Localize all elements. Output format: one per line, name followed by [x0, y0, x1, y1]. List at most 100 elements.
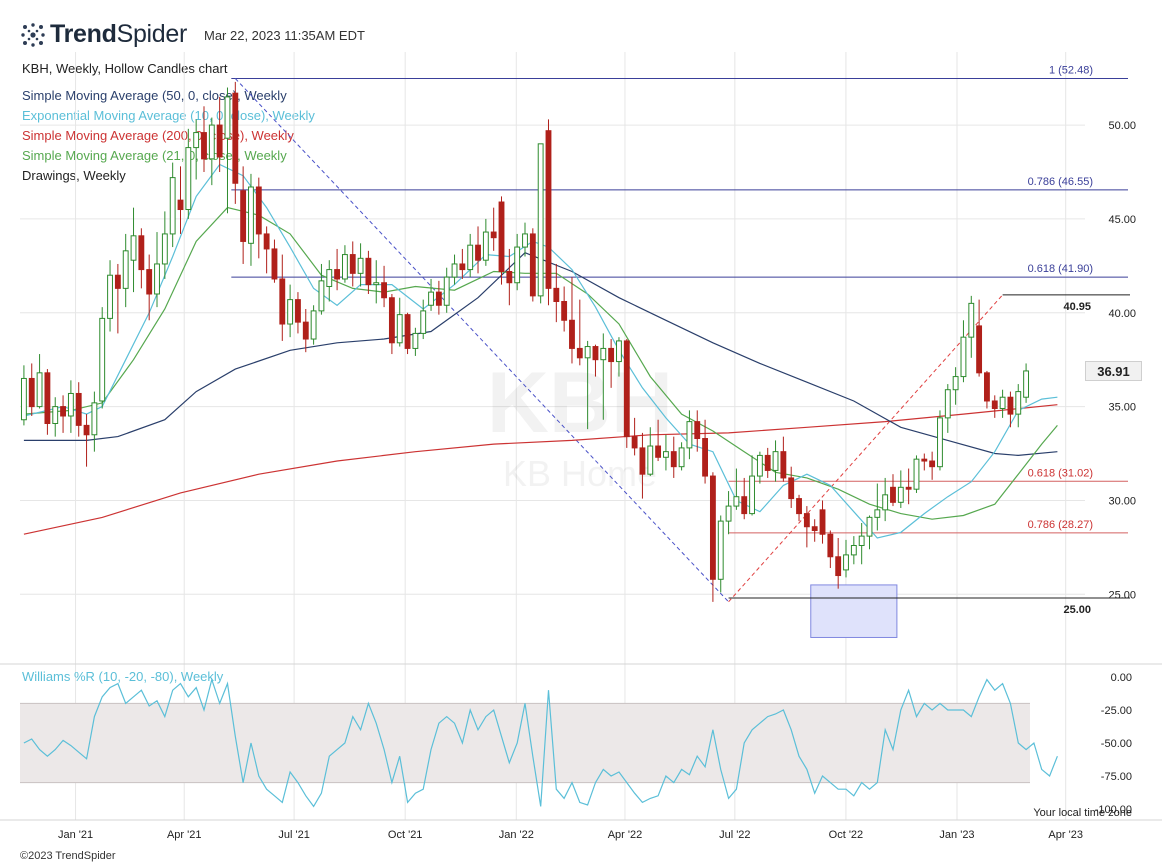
candle-down	[216, 124, 223, 158]
candle-down	[921, 458, 928, 462]
candle-up	[733, 496, 740, 507]
candle-down	[655, 445, 662, 458]
candle-up	[874, 509, 881, 518]
legend-drawings[interactable]: Drawings, Weekly	[22, 168, 126, 183]
candle-up	[154, 263, 160, 295]
candle-up	[122, 250, 129, 289]
candle-down	[670, 451, 677, 468]
candle-down	[976, 325, 983, 374]
last-price-tag: 36.91	[1085, 360, 1142, 381]
candle-up	[843, 554, 849, 571]
candle-down	[490, 231, 497, 239]
candle-up	[224, 96, 231, 139]
candle-down	[811, 526, 818, 531]
fib-rally-trendline	[728, 294, 1003, 603]
time-tick-label: Jul '22	[719, 829, 750, 841]
candle-up	[208, 124, 215, 160]
candle-up	[169, 177, 176, 235]
candle-down	[114, 274, 121, 289]
chart-title: KBH, Weekly, Hollow Candles chart	[22, 61, 228, 76]
candle-up	[725, 505, 732, 522]
candle-down	[475, 244, 481, 261]
candle-up	[952, 376, 959, 391]
support-zone-box	[810, 584, 898, 638]
candle-up	[67, 392, 74, 417]
candle-up	[193, 132, 200, 149]
candle-down	[349, 254, 356, 274]
candle-down	[365, 257, 372, 286]
legend-sma50[interactable]: Simple Moving Average (50, 0, close), We…	[22, 88, 287, 103]
candle-down	[984, 372, 990, 402]
candle-down	[459, 263, 466, 271]
candle-up	[1023, 370, 1030, 398]
candle-down	[75, 392, 82, 426]
williams-r-band	[20, 703, 1030, 783]
watermark-symbol: KBH	[487, 355, 673, 451]
legend-ema10[interactable]: Exponential Moving Average (10, 0, close…	[22, 108, 315, 123]
candle-up	[310, 310, 317, 340]
candle-up	[130, 235, 137, 261]
candle-down	[702, 438, 709, 477]
candle-up	[616, 340, 622, 363]
candle-up	[686, 421, 693, 449]
candle-down	[498, 201, 505, 272]
fib-level-label: 0.618 (31.02)	[1028, 467, 1093, 479]
candle-down	[177, 199, 184, 211]
price-tick-label: 45.00	[1108, 214, 1136, 226]
candle-up	[428, 291, 434, 306]
candle-up	[52, 406, 59, 425]
candle-down	[796, 498, 802, 515]
indicator-legend: Simple Moving Average (50, 0, close), We…	[22, 86, 315, 186]
candle-down	[835, 556, 842, 577]
candle-down	[631, 436, 638, 449]
candle-up	[161, 233, 168, 265]
time-tick-label: Jul '21	[278, 829, 309, 841]
candle-down	[28, 377, 35, 408]
price-tick-label: 25.00	[1108, 589, 1136, 601]
candle-up	[913, 458, 920, 490]
candle-down	[929, 460, 936, 468]
williams-r-line	[23, 677, 1058, 808]
watermark-name: KB Home	[503, 453, 657, 494]
candle-up	[99, 317, 106, 402]
candle-up	[20, 377, 27, 421]
candle-up	[412, 332, 419, 349]
candle-down	[255, 186, 262, 235]
candle-down	[506, 270, 513, 284]
candle-up	[326, 269, 333, 287]
williams-r-tick-label: -100.00	[1095, 804, 1132, 816]
candle-up	[248, 186, 254, 244]
candle-up	[584, 346, 591, 359]
candle-up	[482, 231, 489, 261]
candle-down	[780, 451, 787, 479]
timezone-label[interactable]: Your local time zone	[1033, 807, 1132, 819]
candle-up	[858, 535, 865, 547]
candle-down	[741, 496, 748, 515]
candle-up	[185, 147, 192, 211]
williams-r-label[interactable]: Williams %R (10, -20, -80), Weekly	[22, 669, 224, 684]
time-tick-label: Oct '21	[388, 829, 423, 841]
ma-line-sma200	[23, 404, 1058, 535]
candle-up	[467, 244, 474, 271]
candle-down	[592, 346, 599, 361]
fib-decline-trendline	[234, 78, 729, 603]
candle-up	[396, 314, 403, 344]
candle-up	[91, 402, 98, 436]
fib-level-label: 1 (52.48)	[1049, 65, 1093, 77]
candle-down	[788, 477, 795, 500]
candle-down	[201, 132, 207, 160]
time-tick-label: Jan '23	[939, 829, 974, 841]
candle-down	[435, 291, 442, 306]
candle-down	[694, 421, 701, 440]
price-tick-label: 35.00	[1108, 402, 1136, 414]
horizontal-level-label: 40.95	[1063, 301, 1091, 313]
candle-up	[897, 486, 904, 503]
time-tick-label: Jan '21	[58, 829, 93, 841]
candle-up	[1015, 391, 1022, 415]
candle-down	[146, 269, 153, 295]
candle-up	[522, 233, 528, 248]
candle-down	[60, 406, 66, 417]
candle-up	[287, 299, 294, 325]
candle-down	[545, 130, 552, 289]
